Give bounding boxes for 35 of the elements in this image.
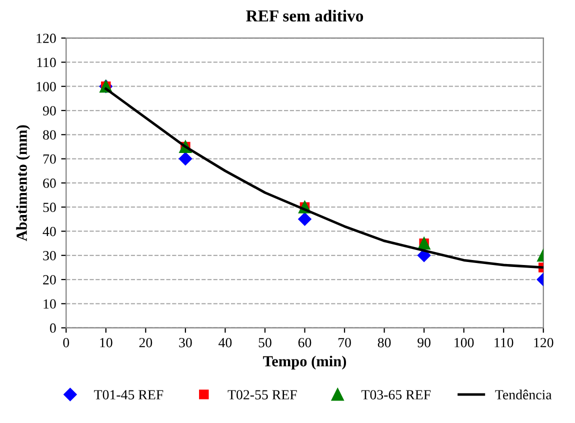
y-tick-label: 20 — [43, 275, 56, 284]
point — [178, 152, 192, 166]
x-tick-label: 60 — [298, 338, 312, 348]
chart-title: REF sem aditivo — [246, 10, 364, 22]
y-tick-label: 0 — [50, 323, 56, 333]
y-tick-label: 110 — [37, 58, 56, 68]
y-tick-label: 30 — [43, 250, 56, 260]
x-tick-label: 0 — [63, 338, 70, 348]
y-tick-label: 80 — [43, 130, 56, 140]
y-axis-title: Abatimento (mm) — [16, 125, 30, 242]
x-tick-label: 120 — [534, 338, 554, 348]
legend-label: T01-45 REF — [94, 390, 164, 400]
x-axis-title: Tempo (min) — [263, 356, 346, 370]
y-tick-label: 60 — [43, 178, 56, 188]
y-tick-label: 40 — [42, 226, 56, 236]
y-tick-label: 70 — [43, 154, 56, 164]
x-tick-label: 100 — [454, 338, 474, 348]
point — [298, 212, 312, 226]
x-tick-label: 80 — [378, 338, 391, 348]
legend-label: T03-65 REF — [361, 390, 431, 400]
x-tick-label: 30 — [179, 338, 192, 348]
x-tick-label: 110 — [494, 338, 514, 348]
legend-label: Tendência — [495, 390, 552, 400]
y-tick-label: 120 — [36, 34, 56, 44]
x-tick-label: 10 — [100, 338, 112, 348]
x-tick-label: 90 — [418, 338, 430, 348]
y-tick-label: 10 — [44, 299, 56, 309]
legend-label: T02-55 REF — [228, 390, 297, 400]
x-tick-label: 40 — [218, 338, 232, 348]
x-tick-label: 20 — [139, 338, 152, 348]
y-tick-label: 50 — [43, 202, 56, 212]
x-tick-label: 70 — [338, 338, 351, 348]
x-tick-label: 50 — [258, 338, 272, 348]
y-tick-label: 90 — [42, 106, 56, 116]
y-tick-label: 100 — [36, 82, 56, 92]
